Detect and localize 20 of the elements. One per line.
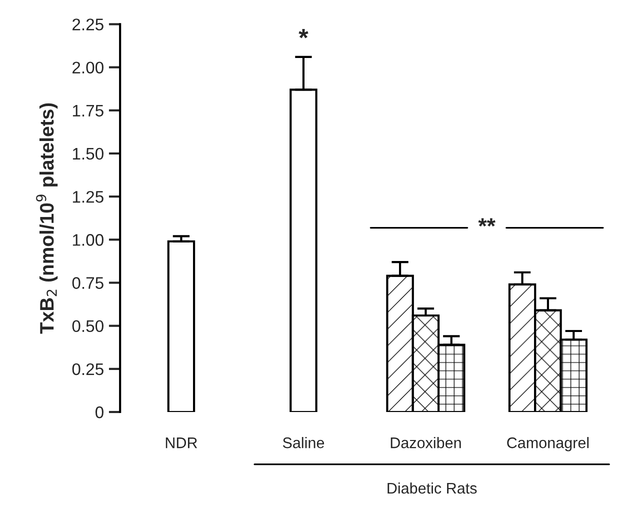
x-tick-label: NDR	[166, 438, 198, 448]
annotation: *	[298, 29, 308, 38]
y-axis-title: TxB$_{2}$ (nmol/10$^{9}$ platelets)	[36, 103, 58, 334]
x-tick-label: Saline	[282, 437, 324, 448]
y-tick-label: 1.75	[72, 104, 104, 117]
bar	[290, 88, 318, 412]
y-tick-label: 0.75	[72, 277, 104, 289]
y-tick-label: 0.25	[72, 363, 104, 376]
text: Diabetic Rats	[388, 482, 477, 494]
y-tick-label: 2.25	[72, 18, 104, 30]
y-tick-label: 2.00	[72, 62, 104, 74]
annotation: **	[478, 218, 496, 227]
bar	[167, 240, 196, 412]
y-tick-label: 1.50	[72, 148, 104, 160]
y-tick-label: 0	[95, 406, 104, 418]
x-tick-label: Dazoxiben	[390, 437, 461, 448]
y-tick-label: 1.00	[72, 234, 104, 246]
y-tick-label: 1.25	[72, 190, 104, 203]
x-tick-label: Camonagrel	[507, 437, 589, 452]
y-tick-label: 0.50	[72, 320, 104, 332]
